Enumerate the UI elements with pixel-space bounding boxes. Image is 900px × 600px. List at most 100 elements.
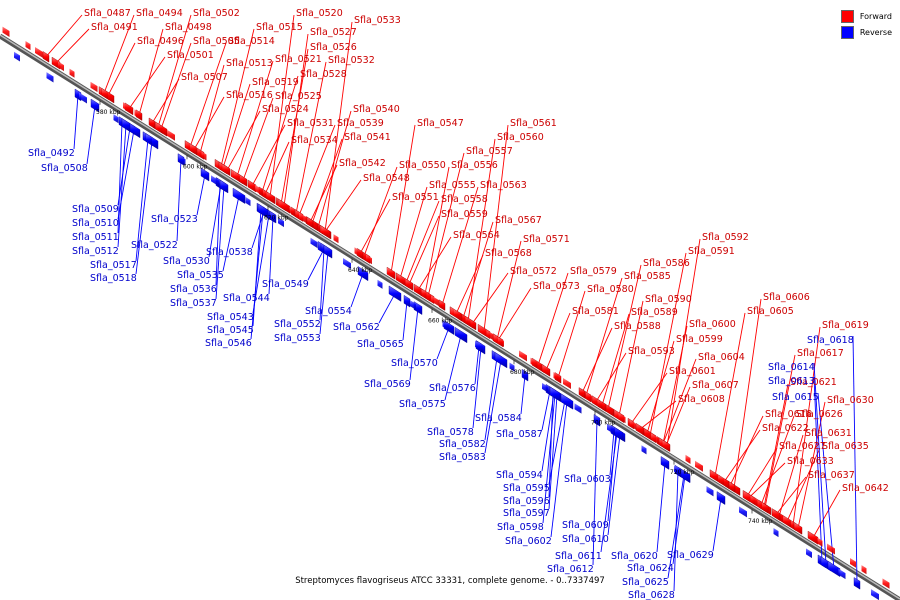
gene-label-sfla-0610: Sfla_0610	[562, 534, 609, 545]
gene-label-sfla-0635: Sfla_0635	[822, 441, 869, 452]
leader-line-sfla-0551	[359, 198, 391, 254]
gene-block	[662, 440, 670, 451]
gene-block	[266, 192, 274, 203]
gene-label-sfla-0537: Sfla_0537	[170, 298, 217, 309]
leader-line-sfla-0613	[813, 376, 823, 562]
gene-block	[278, 217, 284, 228]
leader-line-sfla-0622	[723, 429, 761, 483]
gene-label-sfla-0631: Sfla_0631	[805, 428, 852, 439]
gene-label-sfla-0519: Sfla_0519	[252, 77, 299, 88]
gene-label-sfla-0557: Sfla_0557	[466, 146, 513, 157]
leader-line-sfla-0542	[309, 164, 338, 223]
gene-label-sfla-0584: Sfla_0584	[475, 413, 522, 424]
leader-line-sfla-0527	[283, 33, 309, 207]
gene-label-sfla-0492: Sfla_0492	[28, 148, 75, 159]
gene-label-sfla-0579: Sfla_0579	[570, 266, 617, 277]
gene-label-sfla-0604: Sfla_0604	[698, 352, 745, 363]
gene-glyph-sfla-0584	[521, 368, 529, 382]
gene-block	[222, 164, 230, 175]
gene-label-sfla-0620: Sfla_0620	[611, 551, 658, 562]
gene-block	[827, 543, 835, 555]
leader-line-sfla-0507	[151, 78, 180, 124]
gene-block	[750, 495, 758, 506]
leader-line-sfla-0620	[656, 462, 666, 553]
leader-line-sfla-0610	[607, 434, 621, 536]
leader-line-sfla-0567	[462, 221, 494, 319]
leader-line-sfla-0514	[189, 42, 227, 148]
leader-line-sfla-0560	[467, 138, 496, 322]
gene-label-sfla-0600: Sfla_0600	[689, 319, 736, 330]
gene-label-sfla-0588: Sfla_0588	[614, 321, 661, 332]
leader-line-sfla-0635	[786, 447, 821, 522]
leader-line-sfla-0600	[662, 325, 688, 444]
leader-line-sfla-0512	[117, 124, 127, 248]
gene-label-sfla-0535: Sfla_0535	[177, 270, 224, 281]
gene-label-sfla-0532: Sfla_0532	[328, 55, 375, 66]
leader-line-sfla-0557	[427, 152, 465, 297]
leader-line-sfla-0517	[135, 138, 149, 262]
gene-label-sfla-0528: Sfla_0528	[300, 69, 347, 80]
gene-block	[574, 403, 582, 414]
leader-line-sfla-0505	[160, 42, 192, 130]
gene-block	[850, 557, 856, 568]
gene-label-sfla-0585: Sfla_0585	[624, 271, 671, 282]
gene-label-sfla-0546: Sfla_0546	[205, 338, 252, 349]
gene-label-sfla-0508: Sfla_0508	[41, 163, 88, 174]
gene-block	[871, 589, 879, 600]
gene-label-sfla-0547: Sfla_0547	[417, 118, 464, 129]
legend-reverse: Reverse	[840, 24, 892, 40]
gene-block	[398, 274, 406, 286]
leader-line-sfla-0513	[199, 64, 225, 154]
genome-backbone-highlight	[0, 34, 900, 600]
gene-label-sfla-0622: Sfla_0622	[762, 423, 809, 434]
gene-block	[387, 267, 395, 279]
leader-line-sfla-0501	[128, 56, 166, 110]
gene-label-sfla-0617: Sfla_0617	[797, 348, 844, 359]
gene-label-sfla-0587: Sfla_0587	[496, 429, 543, 440]
leader-line-sfla-0608	[639, 400, 677, 430]
leader-line-sfla-0583	[484, 360, 502, 454]
gene-block	[618, 412, 626, 424]
gene-glyph-sfla-0546	[257, 203, 269, 219]
gene-block	[486, 330, 494, 341]
leader-line-sfla-0602	[550, 401, 568, 538]
gene-label-sfla-0605: Sfla_0605	[747, 306, 794, 317]
gene-label-sfla-0514: Sfla_0514	[228, 36, 275, 47]
leader-line-sfla-0547	[390, 124, 416, 274]
gene-label-sfla-0527: Sfla_0527	[310, 27, 357, 38]
leader-line-sfla-0571	[496, 240, 522, 340]
gene-block	[211, 175, 219, 187]
leader-line-sfla-0604	[662, 358, 697, 444]
gene-block	[157, 123, 163, 133]
gene-block	[442, 320, 450, 331]
gene-block	[201, 151, 207, 161]
gene-label-sfla-0589: Sfla_0589	[631, 307, 678, 318]
gene-label-sfla-0581: Sfla_0581	[572, 306, 619, 317]
gene-block	[178, 154, 186, 166]
gene-block	[299, 212, 307, 224]
leader-line-sfla-0593	[595, 352, 627, 402]
gene-label-sfla-0525: Sfla_0525	[275, 91, 322, 102]
leader-line-sfla-0509	[117, 127, 131, 206]
gene-label-sfla-0502: Sfla_0502	[193, 8, 240, 19]
gene-block	[607, 423, 615, 435]
leader-line-sfla-0579	[537, 272, 569, 366]
gene-label-sfla-0625: Sfla_0625	[622, 577, 669, 588]
gene-block	[706, 485, 714, 497]
gene-label-sfla-0573: Sfla_0573	[533, 281, 580, 292]
gene-block	[762, 502, 768, 513]
leader-line-sfla-0526	[280, 48, 309, 205]
scale-tick-label: 580 kbp	[96, 109, 121, 116]
gene-block	[58, 61, 64, 72]
gene-label-sfla-0578: Sfla_0578	[427, 427, 474, 438]
gene-label-sfla-0642: Sfla_0642	[842, 483, 889, 494]
leader-line-sfla-0532	[295, 61, 327, 214]
gene-glyph-sfla-0602	[560, 393, 574, 410]
gene-label-sfla-0509: Sfla_0509	[72, 204, 119, 215]
legend-reverse-label: Reverse	[859, 27, 892, 37]
gene-label-sfla-0496: Sfla_0496	[137, 36, 184, 47]
leader-line-sfla-0523	[196, 174, 206, 216]
leader-line-sfla-0626	[760, 415, 795, 506]
gene-label-sfla-0599: Sfla_0599	[676, 334, 723, 345]
leader-line-sfla-0559	[408, 215, 440, 285]
